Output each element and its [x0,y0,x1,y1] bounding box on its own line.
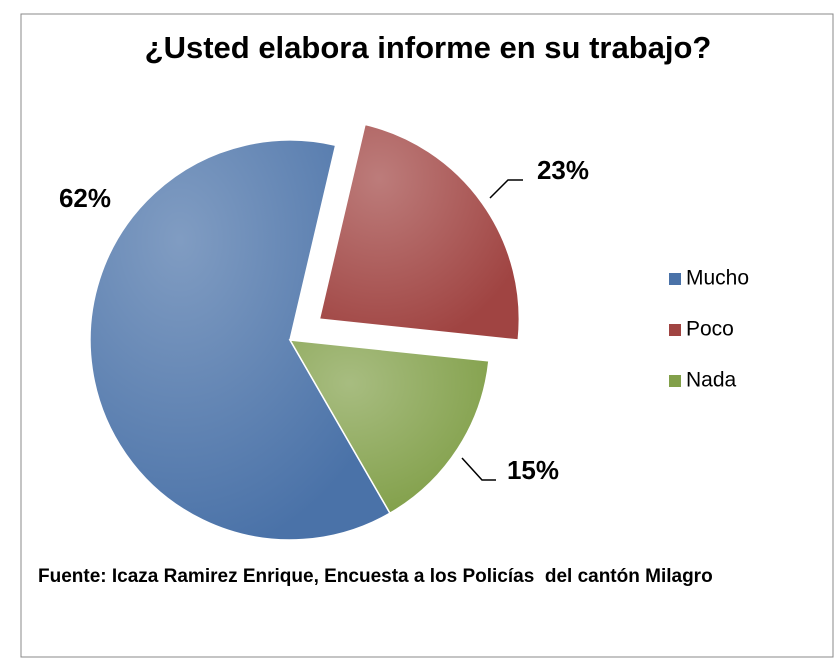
pie-slice [89,139,392,541]
leader-line [461,457,496,481]
chart-title: ¿Usted elabora informe en su trabajo? [145,30,712,65]
legend-label: Mucho [686,267,749,290]
leader-line [489,179,523,199]
data-label: 23% [537,155,589,185]
source-note: Fuente: Icaza Ramirez Enrique, Encuesta … [38,566,713,587]
chart-border [20,13,834,658]
legend-swatch [669,273,681,285]
data-label: 15% [507,455,559,485]
pie-slice [318,123,521,341]
legend-swatch [669,324,681,336]
legend-label: Poco [686,318,734,341]
legend-label: Nada [686,369,737,392]
legend-swatch [669,375,681,387]
data-label: 62% [59,183,111,213]
